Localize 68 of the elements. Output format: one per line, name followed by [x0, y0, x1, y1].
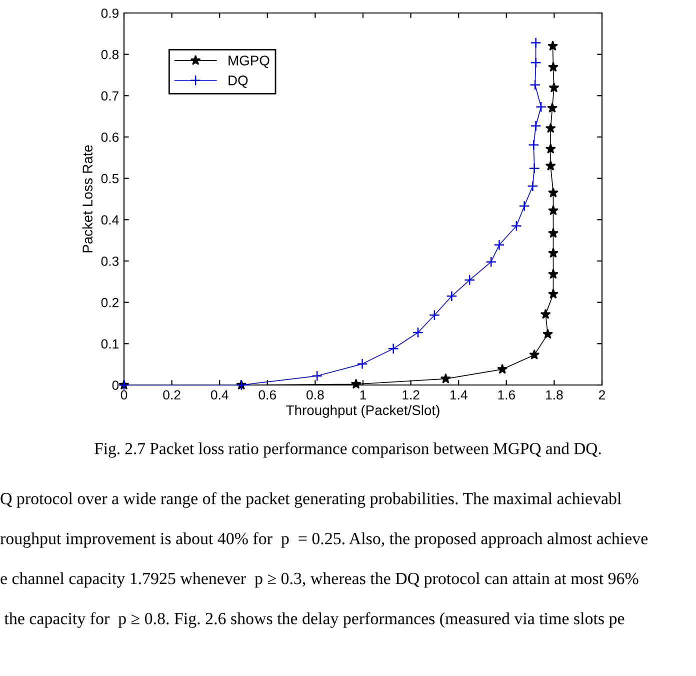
point: [548, 62, 558, 72]
y-tick-label: 0.6: [101, 132, 119, 142]
point: [388, 343, 399, 354]
y-tick-label: 0.2: [101, 298, 118, 308]
point: [518, 200, 530, 212]
x-tick-label: 1.8: [546, 390, 563, 400]
text: the capacity for p ≥ 0.8. Fig. 2.6 shows the delay performances (measured via time slots pe: [4, 612, 624, 628]
x-tick-label: 0: [120, 390, 128, 400]
y-tick-label: 0.4: [101, 215, 119, 225]
point: [428, 310, 440, 321]
point: [529, 349, 540, 360]
point: [545, 160, 556, 170]
point: [530, 37, 542, 48]
y-tick-label: 0.3: [101, 256, 119, 266]
x-tick-label: 1.6: [498, 390, 515, 400]
point: [548, 268, 558, 279]
point: [464, 274, 476, 286]
x-tick-label: 0.4: [210, 390, 228, 400]
point: [540, 308, 551, 319]
y-tick-label: 0.1: [101, 339, 118, 349]
x-tick-label: 0.8: [306, 390, 324, 400]
text: e channel capacity 1.7925 whenever p ≥ 0.3, whereas the DQ protocol can attain at most 96%: [0, 572, 638, 588]
point: [528, 162, 540, 174]
x-tick-label: 0.6: [258, 390, 276, 400]
y-tick-label: 0: [112, 380, 119, 390]
point: [542, 328, 553, 339]
y-tick-label: 0.5: [101, 174, 119, 184]
point: [547, 102, 558, 113]
legend-label: MGPQ: [228, 56, 270, 68]
point: [548, 228, 558, 238]
point: [350, 378, 362, 389]
point: [545, 144, 556, 154]
point: [548, 40, 558, 51]
y-tick-label: 0.9: [101, 8, 119, 18]
point: [548, 248, 558, 258]
y-tick-label: 0.8: [101, 50, 119, 60]
point: [440, 373, 451, 384]
y-axis-title: Packet Loss Rate: [82, 145, 92, 252]
x-tick-label: 0.2: [163, 390, 180, 400]
point: [530, 79, 541, 90]
point: [530, 120, 542, 132]
point: [486, 256, 497, 268]
point: [494, 239, 505, 250]
point: [548, 205, 558, 216]
text: Q protocol over a wide range of the packet generating probabilities. The maximal achievabl: [0, 492, 622, 508]
point: [497, 364, 508, 374]
text: roughput improvement is about 40% for p = 0.25. Also, the proposed approach almost achieve: [0, 532, 648, 548]
point: [527, 180, 538, 192]
point: [548, 288, 558, 299]
point: [530, 57, 542, 68]
y-tick-label: 0.7: [101, 91, 118, 101]
x-tick-label: 2: [598, 390, 606, 400]
point: [312, 370, 323, 382]
x-tick-label: 1: [360, 390, 366, 400]
point: [548, 187, 558, 198]
point: [412, 327, 424, 338]
legend-label: DQ: [228, 76, 248, 88]
caption: Fig. 2.7 Packet loss ratio performance comparison between MGPQ and DQ.: [94, 442, 601, 458]
point: [545, 122, 556, 133]
point: [528, 139, 540, 150]
point: [510, 220, 522, 232]
point: [356, 358, 368, 370]
x-tick-label: 1.4: [450, 390, 468, 400]
x-tick-label: 1.2: [402, 390, 420, 400]
point: [446, 290, 458, 302]
x-axis-title: Throughput (Packet/Slot): [286, 404, 440, 418]
point: [548, 82, 560, 92]
point: [536, 101, 547, 112]
